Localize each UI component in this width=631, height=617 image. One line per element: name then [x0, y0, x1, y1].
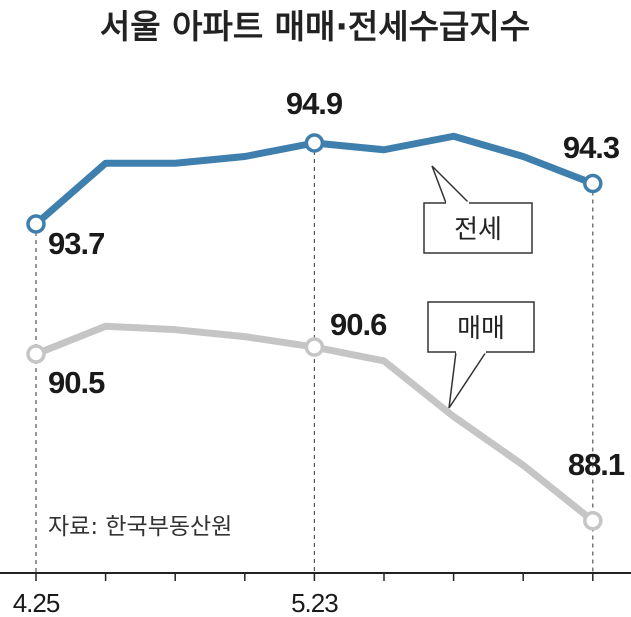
x-tick-label: 4.25 — [13, 588, 60, 617]
legend-label: 전세 — [454, 215, 502, 245]
data-label: 93.7 — [48, 226, 104, 261]
data-point — [304, 133, 325, 153]
data-label: 94.9 — [286, 86, 343, 121]
x-tick-label: 5.23 — [291, 588, 338, 617]
callout-box — [423, 202, 533, 254]
data-point — [26, 344, 46, 364]
legend-callout-maemae: 매매 — [427, 301, 535, 409]
callout-tail — [431, 165, 470, 204]
data-point — [583, 511, 603, 531]
data-point — [304, 337, 325, 357]
legend-label: 매매 — [457, 314, 505, 344]
data-label: 90.6 — [330, 307, 387, 342]
source-note: 자료: 한국부동산원 — [48, 514, 232, 540]
data-label: 94.3 — [563, 130, 620, 165]
legend-callout-jeonse: 전세 — [423, 165, 533, 254]
callout-tail — [448, 351, 487, 409]
data-point — [583, 173, 603, 194]
data-point — [26, 214, 46, 234]
callout-box — [427, 301, 535, 353]
data-label: 88.1 — [568, 447, 625, 482]
chart-title: 서울 아파트 매매·전세수급지수 — [100, 7, 530, 46]
data-label: 90.5 — [48, 365, 105, 400]
